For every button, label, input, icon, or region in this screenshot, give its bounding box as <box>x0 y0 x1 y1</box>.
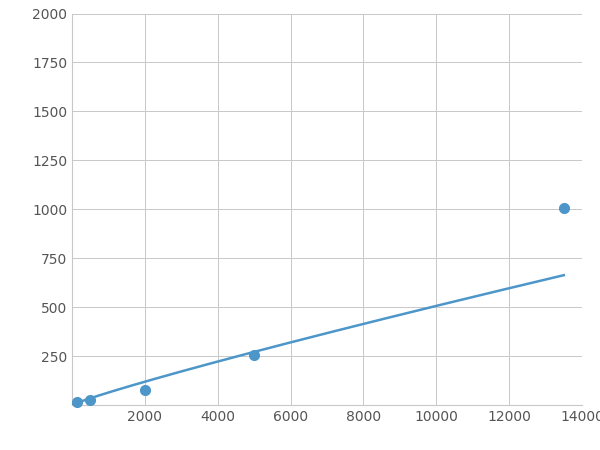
Point <box>85 396 95 404</box>
Point <box>140 387 149 394</box>
Point <box>559 205 569 212</box>
Point <box>250 351 259 359</box>
Point <box>72 398 82 405</box>
